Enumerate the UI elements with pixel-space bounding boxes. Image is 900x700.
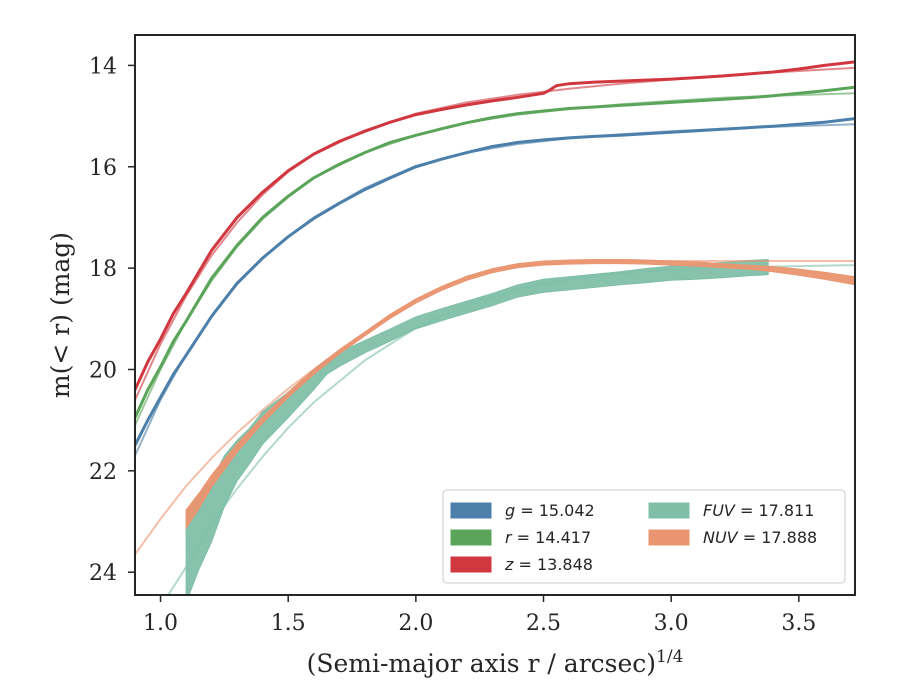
legend-box (442, 489, 846, 584)
legend-swatch-r (450, 529, 492, 546)
series-g-profile (135, 117, 855, 447)
y-tick-label: 24 (89, 561, 117, 586)
y-tick-label: 22 (89, 460, 117, 485)
axis-ticks: 1.0 1.5 2.0 2.5 3.0 3.5 14 16 18 20 22 24 (89, 54, 816, 636)
legend: g = 15.042 r = 14.417 z = 13.848 FUV = 17.8… (442, 489, 846, 584)
x-tick-label: 1.0 (143, 611, 178, 636)
series-nuv-band (185, 259, 855, 530)
axes-frame (134, 34, 856, 596)
series-nuv-fit (135, 260, 855, 556)
x-axis-label: (Semi-major axis r / arcsec)1/4 (307, 647, 684, 678)
x-tick-label: 2.0 (398, 611, 433, 636)
legend-swatch-fuv (648, 502, 690, 519)
series-r-profile (135, 85, 855, 419)
legend-label-fuv: FUV = 17.811 (703, 501, 814, 520)
legend-label-r: r = 14.417 (505, 528, 591, 547)
series-z-fit (135, 66, 855, 401)
series-z-profile (135, 60, 855, 391)
x-tick-label: 1.5 (271, 611, 306, 636)
y-tick-label: 18 (89, 257, 117, 282)
y-tick-label: 16 (89, 156, 117, 181)
legend-label-g: g = 15.042 (505, 501, 595, 520)
series-r-fit (135, 92, 855, 426)
series-g-fit (135, 123, 855, 457)
legend-swatch-g (450, 502, 492, 519)
legend-swatch-z (450, 556, 492, 573)
y-tick-label: 20 (89, 358, 117, 383)
y-axis-label: m(< r) (mag) (46, 232, 75, 398)
legend-swatch-nuv (648, 529, 690, 546)
plot-area (135, 60, 855, 595)
legend-label-z: z = 13.848 (504, 555, 593, 574)
x-tick-label: 3.0 (654, 611, 689, 636)
y-tick-label: 14 (89, 54, 117, 79)
x-tick-label: 2.5 (526, 611, 561, 636)
legend-label-nuv: NUV = 17.888 (703, 528, 817, 547)
x-tick-label: 3.5 (781, 611, 816, 636)
